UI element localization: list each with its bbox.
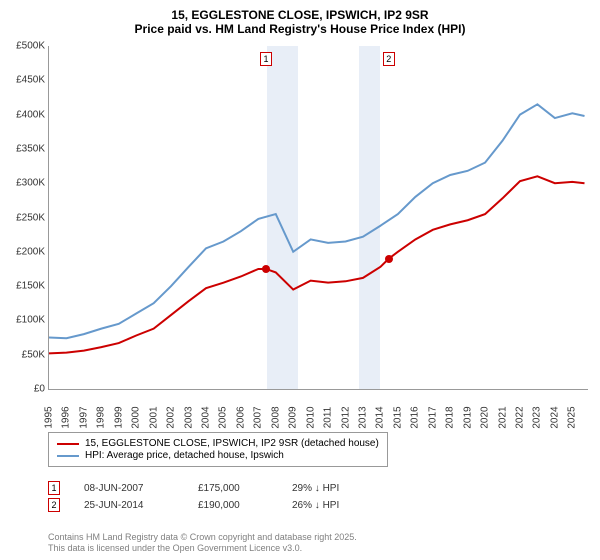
x-tick-label: 2008 [270,403,281,433]
y-tick-label: £200K [3,246,45,257]
x-tick-label: 2014 [375,403,386,433]
x-tick-label: 2013 [357,403,368,433]
x-tick-label: 2001 [148,403,159,433]
x-tick-label: 2000 [131,403,142,433]
x-tick-label: 2018 [445,403,456,433]
x-tick-label: 2015 [392,403,403,433]
sale-marker-box: 1 [260,52,272,66]
x-tick-label: 1996 [61,403,72,433]
legend-swatch-property [57,443,79,445]
y-tick-label: £400K [3,109,45,120]
sale-date-1: 08-JUN-2007 [84,483,174,494]
y-tick-label: £100K [3,315,45,326]
sales-table: 1 08-JUN-2007 £175,000 29% ↓ HPI 2 25-JU… [48,478,339,515]
x-tick-label: 2005 [218,403,229,433]
chart-area: £0£50K£100K£150K£200K£250K£300K£350K£400… [48,46,588,390]
x-tick-label: 1997 [78,403,89,433]
legend-label-property: 15, EGGLESTONE CLOSE, IPSWICH, IP2 9SR (… [85,438,379,449]
x-tick-label: 1998 [96,403,107,433]
x-tick-label: 2012 [340,403,351,433]
sale-delta-1: 29% ↓ HPI [292,483,339,494]
series-property [49,176,585,353]
sale-dot [262,265,270,273]
x-tick-label: 2009 [288,403,299,433]
legend-row-property: 15, EGGLESTONE CLOSE, IPSWICH, IP2 9SR (… [57,438,379,449]
x-tick-label: 1999 [113,403,124,433]
y-tick-label: £300K [3,178,45,189]
y-tick-label: £250K [3,212,45,223]
attribution-line2: This data is licensed under the Open Gov… [48,543,357,554]
y-tick-label: £500K [3,41,45,52]
x-tick-label: 2019 [462,403,473,433]
x-tick-label: 2024 [549,403,560,433]
x-tick-label: 2002 [166,403,177,433]
x-tick-label: 1995 [44,403,55,433]
legend: 15, EGGLESTONE CLOSE, IPSWICH, IP2 9SR (… [48,432,388,467]
sale-marker-box: 2 [383,52,395,66]
sale-marker-1-icon: 1 [48,481,60,495]
x-tick-label: 2006 [235,403,246,433]
attribution-line1: Contains HM Land Registry data © Crown c… [48,532,357,543]
title-line1: 15, EGGLESTONE CLOSE, IPSWICH, IP2 9SR [10,8,590,22]
title-line2: Price paid vs. HM Land Registry's House … [10,22,590,36]
sale-dot [385,255,393,263]
legend-swatch-hpi [57,455,79,457]
x-tick-label: 2004 [200,403,211,433]
y-tick-label: £50K [3,349,45,360]
x-tick-label: 2016 [410,403,421,433]
x-tick-label: 2023 [532,403,543,433]
x-tick-label: 2010 [305,403,316,433]
y-tick-label: £150K [3,281,45,292]
chart-container: 15, EGGLESTONE CLOSE, IPSWICH, IP2 9SR P… [0,0,600,560]
legend-row-hpi: HPI: Average price, detached house, Ipsw… [57,450,379,461]
x-tick-label: 2017 [427,403,438,433]
y-tick-label: £450K [3,75,45,86]
sale-row-2: 2 25-JUN-2014 £190,000 26% ↓ HPI [48,498,339,512]
sale-price-2: £190,000 [198,500,268,511]
sale-marker-2-icon: 2 [48,498,60,512]
y-tick-label: £0 [3,384,45,395]
title-block: 15, EGGLESTONE CLOSE, IPSWICH, IP2 9SR P… [0,0,600,38]
sale-row-1: 1 08-JUN-2007 £175,000 29% ↓ HPI [48,481,339,495]
sale-date-2: 25-JUN-2014 [84,500,174,511]
sale-delta-2: 26% ↓ HPI [292,500,339,511]
x-tick-label: 2025 [567,403,578,433]
x-tick-label: 2021 [497,403,508,433]
sale-price-1: £175,000 [198,483,268,494]
attribution: Contains HM Land Registry data © Crown c… [48,532,357,554]
x-tick-label: 2011 [323,403,334,433]
x-tick-label: 2022 [514,403,525,433]
chart-svg [49,46,588,389]
x-tick-label: 2020 [480,403,491,433]
x-tick-label: 2003 [183,403,194,433]
y-tick-label: £350K [3,143,45,154]
legend-label-hpi: HPI: Average price, detached house, Ipsw… [85,450,284,461]
series-hpi [49,104,585,338]
x-tick-label: 2007 [253,403,264,433]
